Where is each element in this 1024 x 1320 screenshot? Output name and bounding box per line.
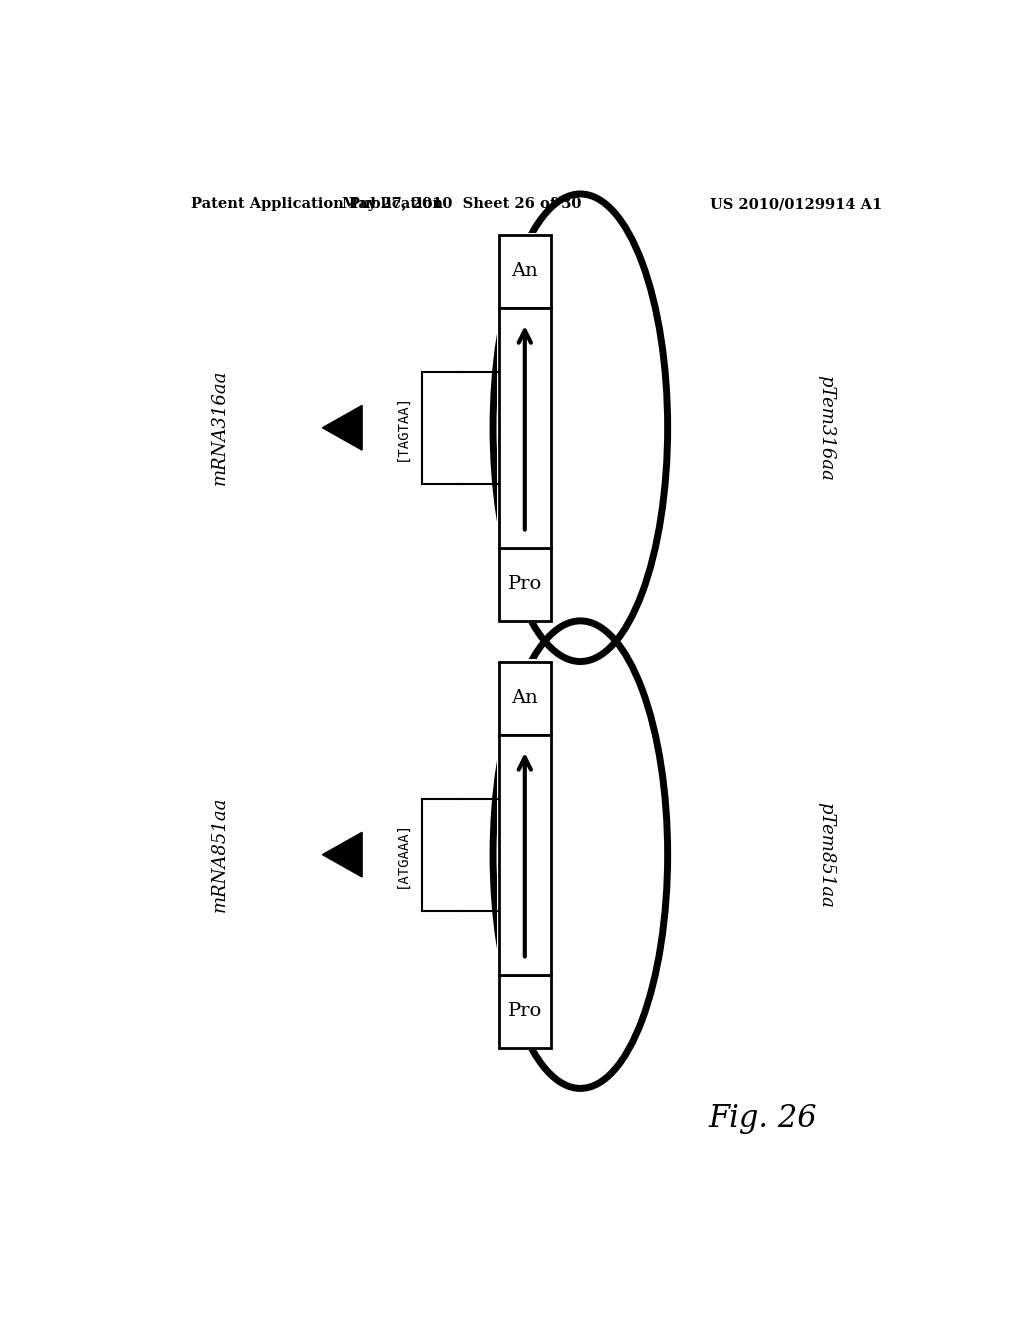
Text: pTem316aa: pTem316aa	[817, 375, 836, 480]
Text: Pro: Pro	[508, 576, 542, 593]
Text: [TAGTAA]: [TAGTAA]	[395, 395, 409, 461]
FancyBboxPatch shape	[499, 235, 551, 308]
Text: Patent Application Publication: Patent Application Publication	[191, 197, 443, 211]
Text: An: An	[511, 263, 539, 280]
Text: mRNA316aa: mRNA316aa	[210, 370, 228, 486]
Text: An: An	[511, 689, 539, 708]
FancyBboxPatch shape	[499, 308, 551, 548]
FancyBboxPatch shape	[499, 661, 551, 735]
Polygon shape	[323, 833, 362, 876]
FancyBboxPatch shape	[499, 735, 551, 974]
Text: [ATGAAA]: [ATGAAA]	[395, 821, 409, 888]
Text: Fig. 26: Fig. 26	[709, 1104, 817, 1134]
Text: US 2010/0129914 A1: US 2010/0129914 A1	[710, 197, 882, 211]
Text: Pro: Pro	[508, 1002, 542, 1020]
Text: mRNA851aa: mRNA851aa	[210, 797, 228, 912]
FancyBboxPatch shape	[499, 974, 551, 1048]
Text: May 27, 2010  Sheet 26 of 30: May 27, 2010 Sheet 26 of 30	[342, 197, 581, 211]
FancyBboxPatch shape	[497, 660, 553, 1049]
Text: pTem851aa: pTem851aa	[817, 801, 836, 908]
FancyBboxPatch shape	[499, 548, 551, 620]
Polygon shape	[323, 405, 362, 450]
FancyBboxPatch shape	[497, 232, 553, 623]
